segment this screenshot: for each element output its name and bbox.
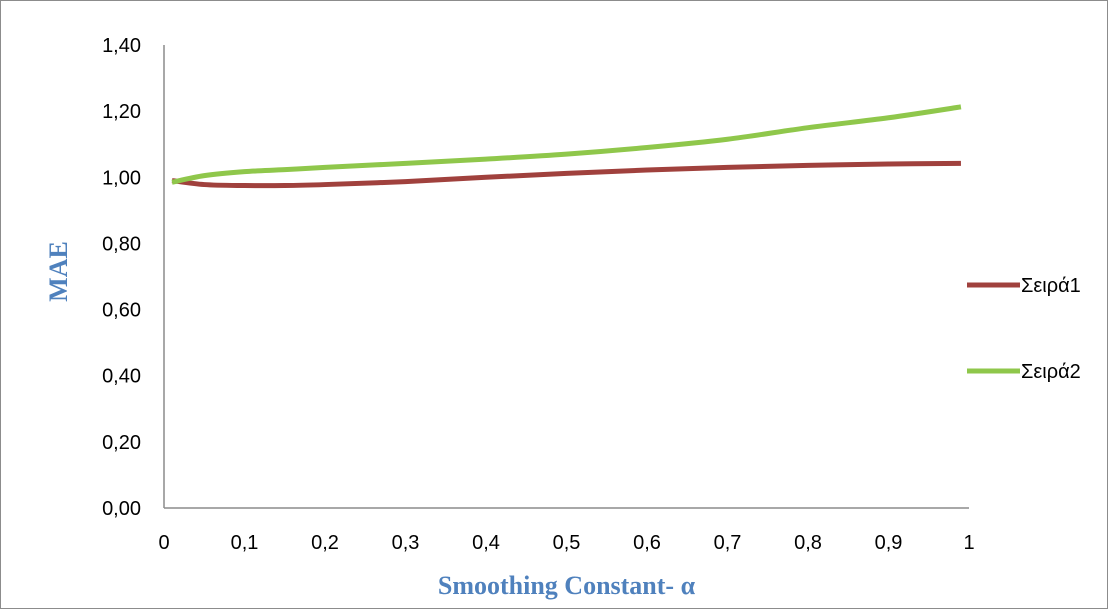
series-line-2	[171, 104, 962, 185]
x-tick-label: 0,3	[392, 532, 420, 554]
x-tick-label: 1	[963, 532, 974, 554]
y-tick-label: 1,40	[102, 35, 141, 57]
y-tick-label: 0,80	[102, 233, 141, 255]
y-tick-label: 0,00	[102, 498, 141, 520]
y-axis-title: MAE	[44, 241, 73, 302]
x-tick-label: 0,6	[633, 532, 661, 554]
x-tick-label: 0,2	[311, 532, 339, 554]
x-tick-label: 0,9	[875, 532, 903, 554]
x-tick-labels: 0 0,1 0,2 0,3 0,4 0,5 0,6 0,7 0,8 0,9 1	[158, 532, 974, 554]
y-tick-label: 0,60	[102, 300, 141, 322]
x-tick-label: 0	[158, 532, 169, 554]
y-tick-label: 1,00	[102, 167, 141, 189]
x-axis-title: Smoothing Constant- α	[438, 571, 696, 600]
legend-label-2: Σειρά2	[1021, 361, 1081, 383]
y-tick-label: 1,20	[102, 101, 141, 123]
y-tick-label: 0,20	[102, 432, 141, 454]
x-tick-label: 0,8	[794, 532, 822, 554]
y-tick-label: 0,40	[102, 366, 141, 388]
x-tick-label: 0,5	[553, 532, 581, 554]
y-tick-labels: 0,00 0,20 0,40 0,60 0,80 1,00 1,20 1,40	[102, 35, 141, 520]
x-tick-label: 0,7	[714, 532, 742, 554]
x-tick-label: 0,4	[472, 532, 500, 554]
legend: Σειρά1 Σειρά2	[967, 275, 1081, 383]
series-line-1	[171, 160, 961, 189]
x-tick-label: 0,1	[231, 532, 259, 554]
series-lines	[171, 104, 962, 189]
legend-label-1: Σειρά1	[1021, 275, 1081, 297]
